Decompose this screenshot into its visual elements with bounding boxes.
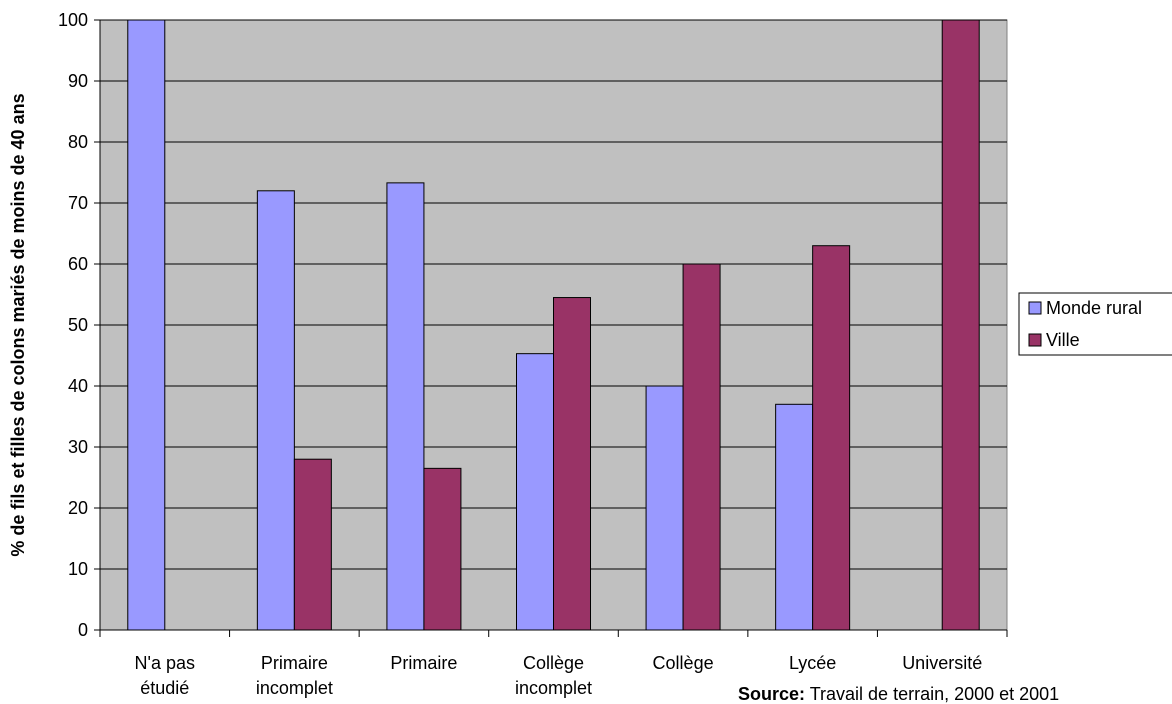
legend-box — [1018, 292, 1172, 356]
y-tick-label: 10 — [68, 559, 88, 579]
x-category-label-line: incomplet — [515, 678, 592, 698]
bar-ville — [423, 467, 462, 631]
x-category-label-line: Lycée — [789, 653, 836, 673]
x-category-label-line: Université — [902, 653, 982, 673]
y-tick-labels: 0 10 20 30 40 50 60 70 80 90 100 — [58, 10, 88, 640]
x-category-label: Lycée — [789, 653, 836, 673]
bar-monde-rural — [127, 19, 166, 631]
x-category-label-line: Collège — [653, 653, 714, 673]
axes — [94, 19, 1008, 637]
y-axis-label: % de fils et filles de colons mariés de … — [8, 93, 28, 556]
x-category-label: Primaire incomplet — [256, 653, 333, 698]
bar-ville — [941, 19, 980, 631]
y-tick-label: 70 — [68, 193, 88, 213]
legend-label-ville: Ville — [1046, 330, 1080, 350]
bar-ville — [553, 297, 591, 631]
bar-monde-rural — [256, 190, 295, 631]
source-text: Travail de terrain, 2000 et 2001 — [805, 684, 1059, 704]
bar-ville — [682, 263, 721, 631]
source-note: Source: Travail de terrain, 2000 et 2001 — [738, 684, 1059, 704]
gridlines — [100, 19, 1007, 570]
bar-ville — [812, 245, 851, 631]
bar-monde-rural — [645, 385, 684, 631]
y-tick-label: 50 — [68, 315, 88, 335]
x-category-label-line: N'a pas — [135, 653, 195, 673]
legend-swatch-ville — [1028, 333, 1042, 347]
bar-monde-rural — [516, 353, 554, 631]
x-category-label: N'a pas étudié — [135, 653, 195, 698]
bar-monde-rural — [386, 182, 425, 631]
bar-monde-rural — [775, 403, 814, 631]
legend-label-monde-rural: Monde rural — [1046, 298, 1142, 318]
bar-ville — [293, 458, 332, 631]
x-category-label: Collège — [653, 653, 714, 673]
x-category-label: Primaire — [390, 653, 457, 673]
y-tick-label: 30 — [68, 437, 88, 457]
legend: Monde rural Ville — [1018, 292, 1172, 356]
legend-swatch-monde-rural — [1028, 301, 1042, 315]
x-category-label-line: Primaire — [261, 653, 328, 673]
y-tick-label: 80 — [68, 132, 88, 152]
y-tick-label: 100 — [58, 10, 88, 30]
y-tick-label: 90 — [68, 71, 88, 91]
y-tick-label: 20 — [68, 498, 88, 518]
y-tick-label: 0 — [78, 620, 88, 640]
x-category-label: Université — [902, 653, 982, 673]
y-tick-label: 60 — [68, 254, 88, 274]
y-tick-label: 40 — [68, 376, 88, 396]
x-category-label: Collège incomplet — [515, 653, 592, 698]
source-label: Source: — [738, 684, 805, 704]
x-category-label-line: incomplet — [256, 678, 333, 698]
x-category-labels: N'a pas étudié Primaire incomplet Primaire Co… — [135, 653, 983, 698]
x-category-label-line: Collège — [523, 653, 584, 673]
x-category-label-line: étudié — [140, 678, 189, 698]
x-category-label-line: Primaire — [390, 653, 457, 673]
